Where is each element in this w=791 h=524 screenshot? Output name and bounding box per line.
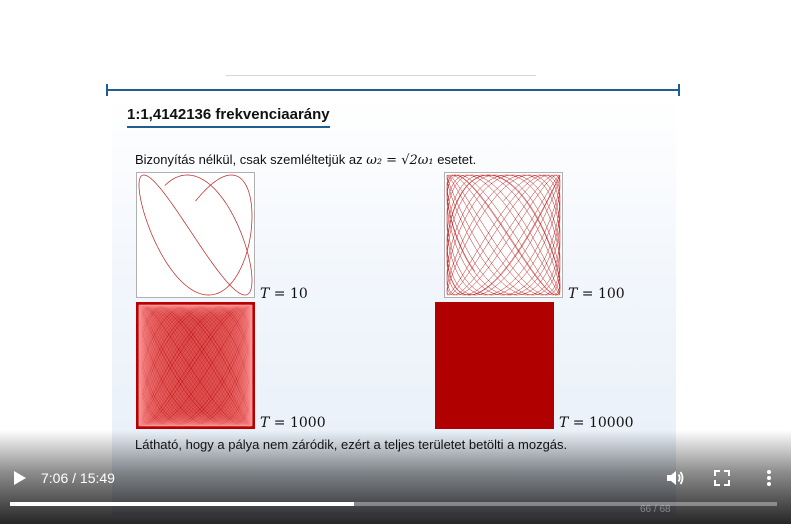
- play-icon: [14, 471, 26, 485]
- rule-tick-left: [106, 84, 108, 96]
- separator-line: [226, 75, 536, 76]
- slide-header-rule: [106, 89, 680, 91]
- time-display: 7:06 / 15:49: [41, 470, 115, 486]
- lissajous-plot-t100: [444, 172, 563, 298]
- lissajous-plot-t1000: [136, 302, 255, 429]
- lissajous-plot-t10: [136, 172, 255, 298]
- more-vert-icon: [767, 470, 771, 486]
- volume-button[interactable]: [664, 467, 686, 489]
- more-options-button[interactable]: [758, 467, 780, 489]
- progress-played: [10, 502, 355, 506]
- intro-formula: ω₂ = √2ω₁: [366, 153, 434, 168]
- intro-suffix: esetet.: [437, 152, 477, 167]
- controls-gradient: [0, 430, 791, 524]
- fullscreen-icon: [714, 470, 730, 486]
- lissajous-plot-t10000: [435, 302, 554, 429]
- panel-label-t1000: T = 1000: [260, 415, 326, 431]
- slide-caption: Látható, hogy a pálya nem záródik, ezért…: [135, 437, 568, 452]
- rule-tick-right: [678, 84, 680, 96]
- progress-bar[interactable]: [10, 502, 777, 506]
- slide-page-number: 66 / 68: [640, 504, 671, 515]
- slide-title: 1:1,4142136 frekvenciaarány: [127, 106, 330, 128]
- panel-label-t10000: T = 10000: [559, 415, 634, 431]
- volume-icon: [667, 471, 684, 485]
- panel-label-t100: T = 100: [568, 286, 625, 302]
- intro-prefix: Bizonyítás nélkül, csak szemléltetjük az: [135, 152, 363, 167]
- play-button[interactable]: [8, 467, 30, 489]
- panel-label-t10: T = 10: [260, 286, 308, 302]
- fullscreen-button[interactable]: [711, 467, 733, 489]
- intro-text: Bizonyítás nélkül, csak szemléltetjük az…: [135, 152, 476, 168]
